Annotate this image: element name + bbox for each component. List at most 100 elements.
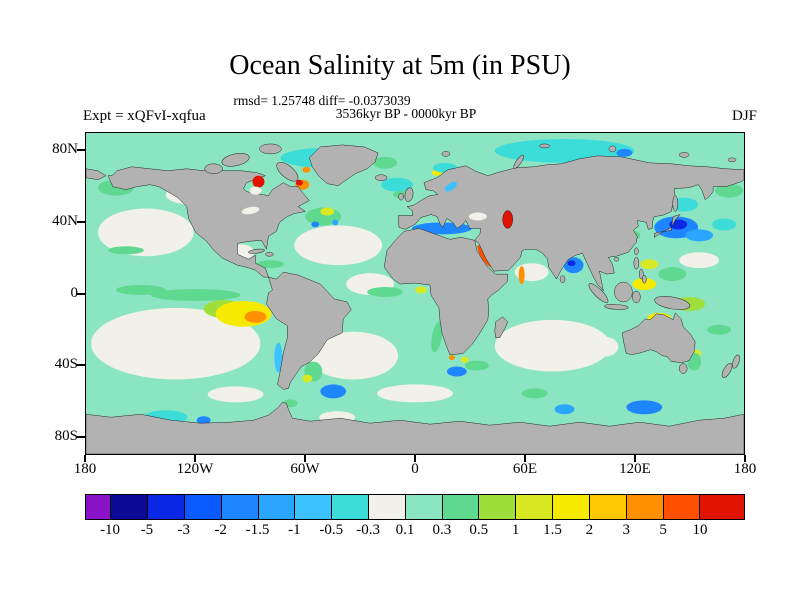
- svalbard: [441, 151, 451, 157]
- inland-seas: [241, 175, 513, 229]
- sumatra: [588, 283, 609, 303]
- colorbar-tick-label: -0.5: [319, 522, 344, 538]
- foxe-basin-anomaly: [252, 175, 265, 188]
- anomaly-patch: [381, 177, 414, 192]
- colorbar-segment: [184, 495, 222, 519]
- anomaly-patch: [707, 324, 732, 335]
- chukotka-wrap: [86, 168, 107, 180]
- anomaly-patch: [616, 148, 633, 157]
- lon-tick-mark: [304, 455, 306, 462]
- anomaly-patch: [567, 260, 576, 267]
- lon-tick-mark: [414, 455, 416, 462]
- colorbar-segment: [369, 495, 406, 519]
- anomaly-patch: [685, 229, 714, 242]
- colorbar-segment: [442, 495, 480, 519]
- anomaly-patch: [494, 319, 611, 372]
- colorbar-segment: [700, 495, 745, 519]
- sulawesi: [632, 290, 641, 304]
- colorbar-tick-label: 0.1: [395, 522, 415, 538]
- colorbar-segment: [86, 495, 112, 519]
- baltic-sea: [444, 181, 457, 192]
- queen-elizabeth-islands: [221, 153, 250, 167]
- colorbar-segment: [111, 495, 149, 519]
- lat-tick-mark: [77, 292, 85, 295]
- lon-tick-mark: [634, 455, 636, 462]
- luzon: [633, 256, 640, 270]
- plot-title: Ocean Salinity at 5m (in PSU): [229, 50, 571, 81]
- taiwan: [634, 247, 639, 255]
- anomaly-patch: [295, 179, 303, 186]
- colorbar-segment: [626, 495, 664, 519]
- lat-tick-label: 0: [70, 284, 79, 301]
- lat-tick-label: 40S: [54, 356, 78, 373]
- franz-josef-land: [539, 143, 550, 149]
- colorbar-segment: [516, 495, 554, 519]
- anomaly-patch: [90, 307, 261, 380]
- java: [604, 304, 629, 310]
- colorbar-tick-label: 10: [692, 522, 708, 538]
- great-lakes: [241, 206, 260, 215]
- great-britain: [404, 187, 414, 202]
- colorbar-segment: [553, 495, 590, 519]
- new-zealand-north: [732, 354, 740, 369]
- anomaly-patch: [308, 331, 399, 380]
- colorbar-tick-label: 5: [659, 522, 667, 538]
- lat-tick-mark: [77, 436, 85, 439]
- anomaly-patch: [115, 285, 166, 295]
- colorbar-tick-label: 2: [585, 522, 594, 538]
- colorbar-tick-label: -3: [177, 522, 191, 538]
- severnaya-zemlya: [608, 145, 617, 153]
- colorbar-tick-label: -0.3: [356, 522, 381, 538]
- lat-tick-label: 40N: [52, 212, 78, 229]
- colorbar-tick-label: -5: [140, 522, 154, 538]
- anomaly-patch: [626, 400, 663, 415]
- colorbar-segment: [405, 495, 443, 519]
- period-line: 3536kyr BP - 0000kyr BP: [335, 106, 477, 121]
- new-siberian-islands: [678, 152, 690, 158]
- anomaly-patch: [302, 166, 311, 173]
- greenland: [309, 144, 379, 186]
- colorbar-tick-label: -2: [214, 522, 227, 538]
- continents: [86, 143, 744, 454]
- lat-tick-mark: [77, 148, 85, 151]
- lon-tick-label: 180: [73, 461, 97, 477]
- anomaly-patch: [302, 374, 313, 383]
- anomaly-patch: [150, 289, 241, 301]
- anomaly-patch: [431, 321, 443, 353]
- anomaly-patch: [294, 225, 383, 266]
- japan: [654, 214, 681, 238]
- anomaly-patch: [367, 287, 404, 297]
- colorbar-tick-label: 0.3: [432, 522, 452, 538]
- colorbar: [85, 494, 745, 520]
- colorbar-tick-label: 1: [511, 522, 520, 538]
- anomaly-patch: [446, 366, 467, 377]
- anomaly-patch: [311, 221, 320, 228]
- ellesmere-island: [259, 143, 282, 155]
- lat-tick-mark: [77, 364, 85, 367]
- australia: [622, 312, 696, 363]
- lat-tick-label: 80S: [54, 428, 78, 445]
- lon-tick-label: 60W: [290, 461, 320, 477]
- anomaly-patch: [244, 310, 267, 323]
- anomaly-patch: [207, 386, 264, 403]
- lon-tick-label: 60E: [512, 461, 538, 477]
- anomaly-patch: [415, 286, 427, 294]
- experiment-label: Expt = xQFvI-xqfua: [83, 108, 206, 124]
- anomaly-patch: [97, 208, 194, 257]
- lon-tick-mark: [84, 455, 86, 462]
- anomaly-patch: [518, 266, 525, 285]
- colorbar-segment: [479, 495, 517, 519]
- anomaly-patch: [590, 336, 619, 357]
- hispaniola: [265, 252, 274, 257]
- wrangel-island: [727, 157, 737, 163]
- anomaly-patch: [715, 183, 744, 198]
- world-anomaly-map: [86, 133, 744, 454]
- caspian-sea-anomaly: [502, 210, 513, 229]
- colorbar-segment: [663, 495, 701, 519]
- anomaly-patch: [632, 278, 657, 291]
- colorbar-tick-label: -1: [288, 522, 301, 538]
- north-america: [107, 166, 310, 278]
- anomaly-patch: [658, 267, 687, 282]
- anomaly-patch: [460, 356, 469, 363]
